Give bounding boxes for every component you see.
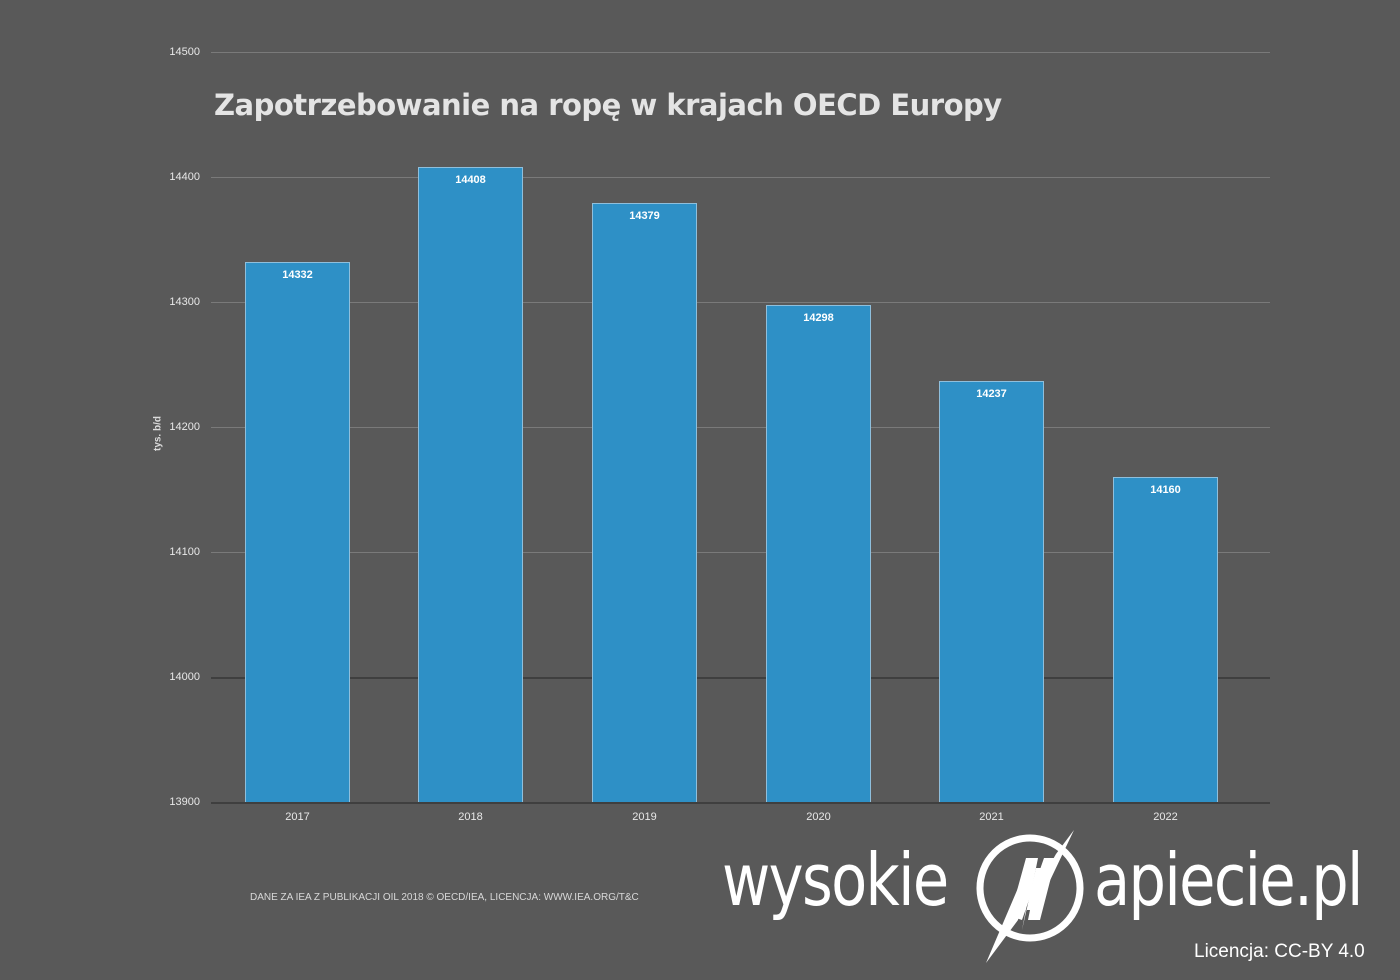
- y-tick-label: 14300: [169, 296, 200, 308]
- gridline: [211, 552, 1270, 553]
- gridline: [211, 52, 1270, 53]
- y-tick-label: 14200: [169, 421, 200, 433]
- bar-value-label: 14408: [455, 174, 486, 186]
- y-tick-label: 14000: [169, 671, 200, 683]
- bar-value-label: 14160: [1150, 484, 1181, 496]
- x-tick-label: 2017: [285, 811, 310, 823]
- bar-value-label: 14332: [282, 269, 313, 281]
- y-tick-label: 13900: [169, 796, 200, 808]
- bar-value-label: 14379: [629, 210, 660, 222]
- license-text: Licencja: CC-BY 4.0: [1194, 941, 1365, 962]
- bar-2021: 14237: [939, 381, 1044, 802]
- y-tick-label: 14500: [169, 46, 200, 58]
- source-note: DANE ZA IEA Z PUBLIKACJI OIL 2018 © OECD…: [250, 892, 639, 903]
- y-tick-label: 14100: [169, 546, 200, 558]
- chart-title: Zapotrzebowanie na ropę w krajach OECD E…: [214, 88, 1002, 122]
- bar-2018: 14408: [418, 167, 523, 802]
- bar-2020: 14298: [766, 305, 871, 802]
- bar-2019: 14379: [592, 203, 697, 802]
- y-axis-label: tys. b/d: [152, 416, 164, 452]
- x-tick-label: 2020: [806, 811, 831, 823]
- gridline: [211, 427, 1270, 428]
- x-tick-label: 2022: [1153, 811, 1178, 823]
- logo: wysokie apiecie.pl: [720, 828, 1400, 963]
- x-tick-label: 2019: [632, 811, 657, 823]
- logo-text-right: apiecie.pl: [1094, 838, 1363, 922]
- gridline: [211, 802, 1270, 804]
- gridline: [211, 677, 1270, 679]
- x-tick-label: 2021: [979, 811, 1004, 823]
- gridline: [211, 177, 1270, 178]
- lightning-n-circle-icon: [976, 830, 1084, 963]
- bar-value-label: 14298: [803, 312, 834, 324]
- logo-text-left: wysokie: [722, 838, 949, 922]
- x-tick-label: 2018: [458, 811, 483, 823]
- gridline: [211, 302, 1270, 303]
- y-tick-label: 14400: [169, 171, 200, 183]
- bar-2017: 14332: [245, 262, 350, 802]
- bar-2022: 14160: [1113, 477, 1218, 802]
- bar-value-label: 14237: [976, 388, 1007, 400]
